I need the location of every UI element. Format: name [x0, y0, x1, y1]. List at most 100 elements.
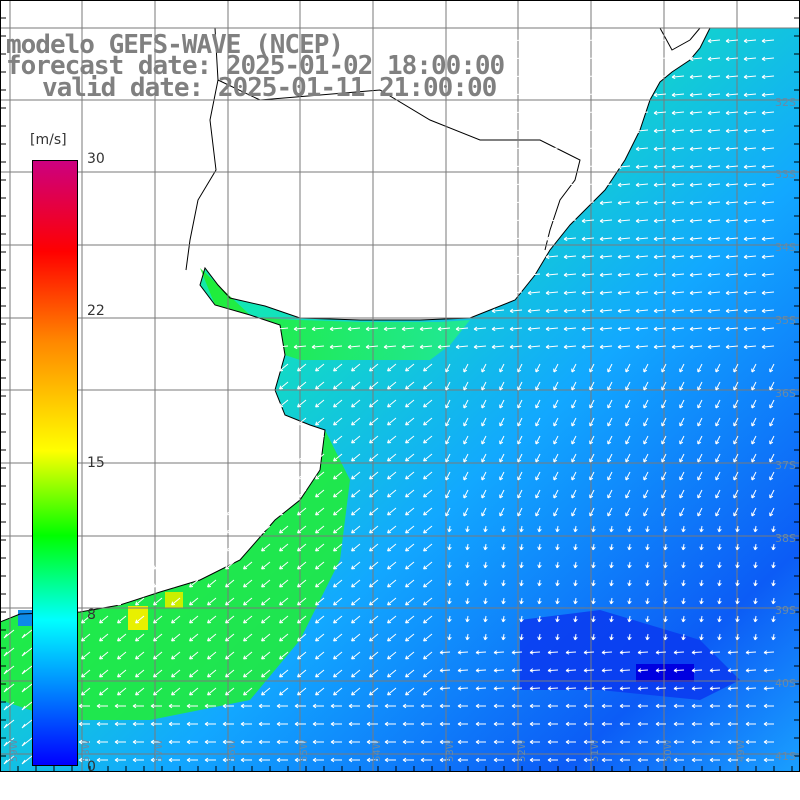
- wind-arrow: [751, 471, 757, 481]
- wind-arrow: [707, 326, 721, 332]
- nearshore-field: [200, 268, 470, 360]
- wind-arrow: [635, 326, 649, 332]
- wind-arrow: [463, 399, 469, 409]
- wind-arrow: [405, 561, 415, 570]
- wind-arrow: [761, 38, 775, 44]
- wind-arrow: [509, 272, 523, 278]
- wind-arrow: [609, 543, 614, 551]
- wind-arrow: [351, 525, 361, 534]
- wind-arrow: [509, 218, 523, 224]
- wind-arrow: [599, 74, 613, 80]
- wind-arrow: [607, 363, 613, 373]
- wind-arrow: [527, 326, 541, 332]
- wind-arrow: [617, 290, 631, 296]
- wind-arrow: [333, 399, 343, 408]
- wind-arrow: [405, 543, 415, 552]
- wind-arrow: [545, 164, 559, 170]
- wind-arrow: [599, 218, 613, 224]
- wind-arrow: [571, 417, 577, 427]
- wind-arrow: [423, 363, 433, 372]
- wind-arrow: [405, 687, 415, 696]
- wind-arrow: [697, 507, 703, 517]
- wind-arrow: [761, 92, 775, 98]
- wind-arrow: [297, 543, 307, 552]
- wind-arrow: [499, 435, 505, 445]
- wind-arrow: [243, 561, 253, 570]
- wind-arrow: [535, 417, 541, 427]
- wind-arrow: [763, 739, 774, 745]
- wind-arrow: [591, 525, 596, 533]
- wind-arrow: [315, 669, 325, 678]
- wind-arrow: [609, 615, 614, 623]
- wind-arrow: [655, 686, 667, 691]
- wind-arrow: [727, 650, 739, 655]
- wind-arrow: [725, 128, 739, 134]
- wind-arrow: [691, 650, 703, 655]
- wind-arrow: [545, 326, 559, 332]
- wind-arrow: [189, 597, 199, 606]
- wind-arrow: [481, 399, 487, 409]
- wind-arrow: [171, 651, 181, 660]
- wind-arrow: [673, 686, 685, 691]
- wind-arrow: [207, 615, 217, 624]
- wind-arrow: [617, 128, 631, 134]
- wind-arrow: [499, 453, 505, 463]
- wind-arrow: [439, 757, 450, 763]
- wind-arrow: [555, 561, 560, 569]
- wind-arrow: [99, 687, 109, 696]
- wind-arrow: [699, 597, 704, 605]
- wind-arrow: [725, 344, 739, 350]
- wind-arrow: [279, 417, 289, 426]
- wind-arrow: [333, 669, 343, 678]
- wind-arrow: [547, 686, 559, 691]
- wind-arrow: [333, 507, 343, 516]
- wind-arrow: [279, 543, 289, 552]
- wind-arrow: [473, 38, 487, 44]
- wind-arrow: [171, 543, 181, 552]
- wind-arrow: [691, 757, 702, 763]
- wind-arrow: [207, 525, 217, 534]
- lon-label: 57W: [154, 739, 165, 762]
- wind-arrow: [743, 38, 757, 44]
- wind-arrow: [333, 651, 343, 660]
- wind-arrow: [761, 56, 775, 62]
- wind-arrow: [423, 669, 433, 678]
- wind-arrow: [473, 128, 487, 134]
- wind-arrow: [761, 110, 775, 116]
- wind-arrow: [491, 272, 505, 278]
- wind-arrow: [491, 110, 505, 116]
- wind-arrow: [457, 686, 469, 691]
- wind-arrow: [733, 381, 739, 391]
- wind-arrow: [387, 381, 397, 390]
- wind-arrow: [709, 757, 720, 763]
- wind-arrow: [153, 633, 163, 642]
- wind-arrow: [653, 326, 667, 332]
- wind-arrow: [655, 757, 666, 763]
- wind-arrow: [571, 435, 577, 445]
- wind-arrow: [333, 615, 343, 624]
- wind-arrow: [499, 381, 505, 391]
- wind-arrow: [679, 417, 685, 427]
- lon-label: 54W: [372, 739, 383, 762]
- wind-arrow: [499, 399, 505, 409]
- wind-arrow: [771, 615, 776, 623]
- wind-arrow: [681, 615, 686, 623]
- wind-arrow: [581, 74, 595, 80]
- wind-arrow: [527, 182, 541, 188]
- wind-arrow: [473, 164, 487, 170]
- wind-arrow: [563, 92, 577, 98]
- wind-arrow: [769, 417, 775, 427]
- wind-arrow: [607, 417, 613, 427]
- wind-arrow: [207, 651, 217, 660]
- wind-arrow: [423, 543, 433, 552]
- wind-arrow: [727, 668, 739, 673]
- wind-arrow: [761, 254, 775, 260]
- wind-arrow: [761, 128, 775, 134]
- wind-arrow: [761, 272, 775, 278]
- wind-arrow: [635, 92, 649, 98]
- wind-arrow: [491, 182, 505, 188]
- wind-arrow: [745, 650, 757, 655]
- wind-arrow: [3, 647, 15, 657]
- wind-arrow: [222, 703, 234, 709]
- wind-arrow: [583, 739, 594, 745]
